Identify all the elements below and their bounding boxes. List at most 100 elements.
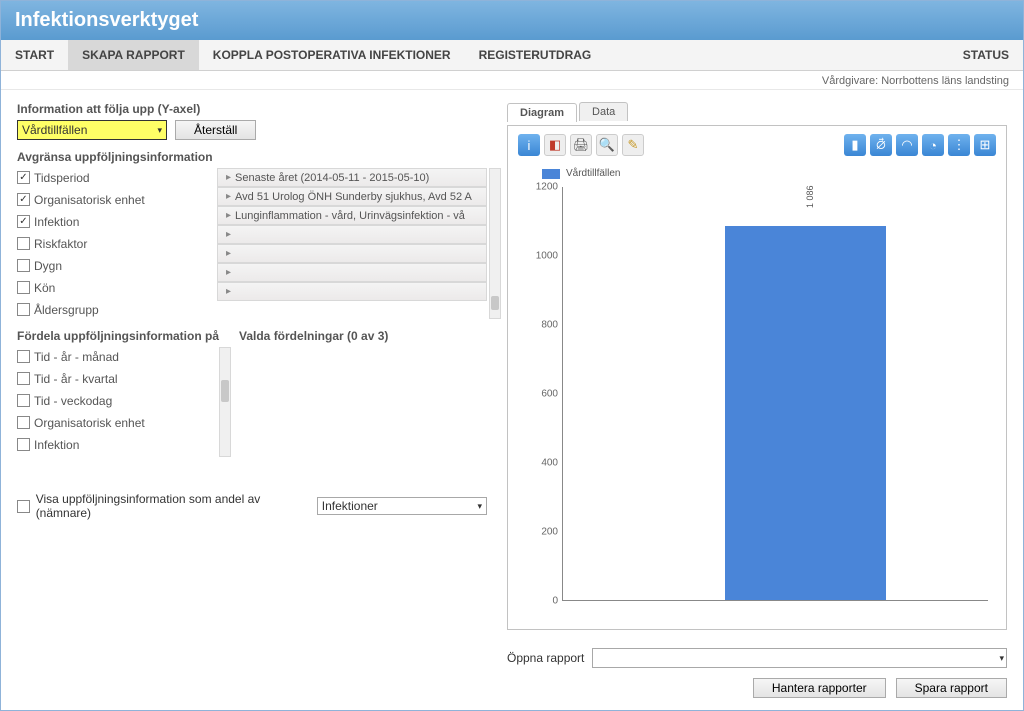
chart-pie-icon[interactable]: ◔ [922,134,944,156]
filter-row-infektion[interactable]: Infektion [17,212,217,231]
filter-row-alder[interactable]: Åldersgrupp [17,300,217,319]
filter-value-infektion[interactable]: ▸Lunginflammation - vård, Urinvägsinfekt… [217,206,487,225]
chevron-right-icon: ▸ [226,248,231,259]
yaxis-select[interactable]: Vårdtillfällen ▾ [17,120,167,140]
checkbox-icon[interactable] [17,438,30,451]
checkbox-icon[interactable] [17,372,30,385]
app-window: Infektionsverktyget START SKAPA RAPPORT … [0,0,1024,711]
legend-swatch [542,169,560,179]
checkbox-icon[interactable] [17,350,30,363]
save-report-button[interactable]: Spara rapport [896,678,1007,698]
provider-line: Vårdgivare: Norrbottens läns landsting [1,71,1023,90]
chart-panel: i ◧ 🖨 🔍 ✎ ▮ ⦳ ◠ ◔ ⋮ ⊞ [507,125,1007,630]
filter-value-org[interactable]: ▸Avd 51 Urolog ÖNH Sunderby sjukhus, Avd… [217,187,487,206]
filter-check-list: Tidsperiod Organisatorisk enhet Infektio… [17,168,217,319]
chart-area-icon[interactable]: ◠ [896,134,918,156]
dist-item[interactable]: Tid - år - månad [17,347,227,366]
dist-item[interactable]: Organisatorisk enhet [17,413,227,432]
bar-value-label: 1 086 [805,185,815,208]
chevron-right-icon: ▸ [226,210,231,221]
y-tick-label: 1000 [536,250,558,261]
chart-grid-icon[interactable]: ⊞ [974,134,996,156]
chart-line-icon[interactable]: ⦳ [870,134,892,156]
dist-item[interactable]: Tid - veckodag [17,391,227,410]
chart-area: 020040060080010001200 1 086 [518,187,996,619]
denom-label: Visa uppföljningsinformation som andel a… [36,492,311,520]
checkbox-icon[interactable] [17,215,30,228]
chevron-right-icon: ▸ [226,267,231,278]
chevron-down-icon: ▾ [477,501,482,512]
y-tick-label: 600 [541,389,558,400]
chart-bar-icon[interactable]: ▮ [844,134,866,156]
nav-status[interactable]: STATUS [949,40,1023,70]
denom-select[interactable]: Infektioner ▾ [317,497,487,515]
chevron-right-icon: ▸ [226,229,231,240]
nav-skapa-rapport[interactable]: SKAPA RAPPORT [68,40,199,70]
filter-label: Avgränsa uppföljningsinformation [17,150,487,164]
filter-row-org[interactable]: Organisatorisk enhet [17,190,217,209]
reset-button[interactable]: Återställ [175,120,256,140]
y-tick-label: 200 [541,527,558,538]
dist-right-label: Valda fördelningar (0 av 3) [239,329,487,343]
chevron-right-icon: ▸ [226,191,231,202]
y-tick-label: 800 [541,319,558,330]
checkbox-icon[interactable] [17,303,30,316]
print-icon[interactable]: 🖨 [570,134,592,156]
app-title: Infektionsverktyget [1,1,1023,40]
checkbox-icon[interactable] [17,171,30,184]
scroll-thumb[interactable] [491,296,499,310]
nav-start[interactable]: START [1,40,68,70]
chevron-right-icon: ▸ [226,172,231,183]
chart-legend: Vårdtillfällen [542,168,996,179]
dist-item[interactable]: Tid - år - kvartal [17,369,227,388]
filter-row-dygn[interactable]: Dygn [17,256,217,275]
checkbox-icon[interactable] [17,394,30,407]
info-icon[interactable]: i [518,134,540,156]
tab-diagram[interactable]: Diagram [507,103,577,122]
open-report-select[interactable]: ▾ [592,648,1007,668]
chevron-down-icon: ▾ [157,125,162,136]
scroll-thumb[interactable] [221,380,229,402]
filter-scrollbar[interactable] [489,168,501,319]
y-axis: 020040060080010001200 [518,187,562,601]
filter-value-riskfaktor[interactable]: ▸ [217,225,487,244]
dist-list: Tid - år - månad Tid - år - kvartal Tid … [17,347,227,457]
checkbox-icon[interactable] [17,259,30,272]
filter-row-tidsperiod[interactable]: Tidsperiod [17,168,217,187]
filter-value-alder[interactable]: ▸ [217,282,487,301]
chevron-right-icon: ▸ [226,286,231,297]
filter-row-kon[interactable]: Kön [17,278,217,297]
checkbox-icon[interactable] [17,193,30,206]
checkbox-icon[interactable] [17,281,30,294]
export-pdf-icon[interactable]: ◧ [544,134,566,156]
dist-left-label: Fördela uppföljningsinformation på [17,329,227,343]
nav-bar: START SKAPA RAPPORT KOPPLA POSTOPERATIVA… [1,40,1023,71]
manage-reports-button[interactable]: Hantera rapporter [753,678,886,698]
filter-value-list: ▸Senaste året (2014-05-11 - 2015-05-10) … [217,168,487,319]
filter-row-riskfaktor[interactable]: Riskfaktor [17,234,217,253]
filter-value-kon[interactable]: ▸ [217,263,487,282]
yaxis-selection: Vårdtillfällen [22,123,87,137]
tab-data[interactable]: Data [579,102,628,121]
filter-value-dygn[interactable]: ▸ [217,244,487,263]
filter-value-tidsperiod[interactable]: ▸Senaste året (2014-05-11 - 2015-05-10) [217,168,487,187]
chart-stack-icon[interactable]: ⋮ [948,134,970,156]
nav-registerutdrag[interactable]: REGISTERUTDRAG [465,40,606,70]
chart-bar [725,226,887,600]
denom-checkbox[interactable] [17,500,30,513]
checkbox-icon[interactable] [17,237,30,250]
chevron-down-icon: ▾ [999,653,1004,664]
y-tick-label: 1200 [536,182,558,193]
yaxis-label: Information att följa upp (Y-axel) [17,102,487,116]
zoom-icon[interactable]: 🔍 [596,134,618,156]
y-tick-label: 400 [541,457,558,468]
nav-koppla[interactable]: KOPPLA POSTOPERATIVA INFEKTIONER [199,40,465,70]
edit-icon[interactable]: ✎ [622,134,644,156]
dist-scrollbar[interactable] [219,347,231,457]
checkbox-icon[interactable] [17,416,30,429]
dist-item[interactable]: Infektion [17,435,227,454]
y-tick-label: 0 [552,596,558,607]
open-report-label: Öppna rapport [507,651,584,665]
tab-strip: Diagram Data [507,102,1007,121]
chart-plot: 1 086 [562,187,988,601]
